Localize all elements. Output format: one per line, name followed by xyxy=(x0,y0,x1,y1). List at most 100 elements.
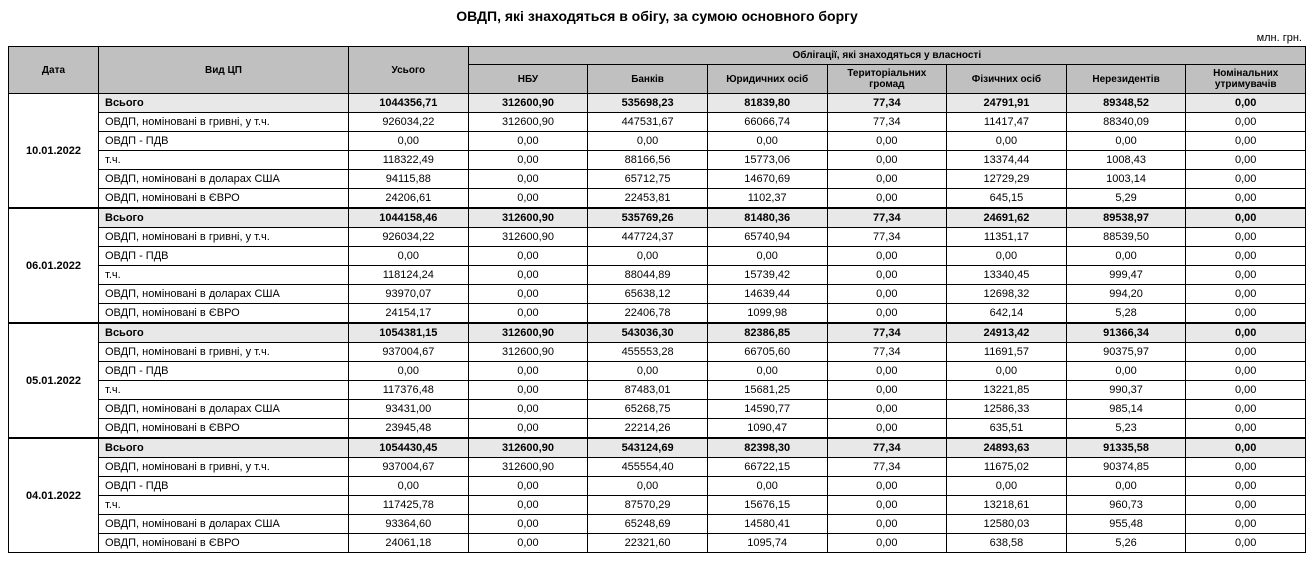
value-cell: 0,00 xyxy=(1186,113,1306,132)
value-cell: 0,00 xyxy=(827,151,947,170)
value-cell: 0,00 xyxy=(468,132,588,151)
value-cell: 0,00 xyxy=(588,362,708,381)
value-cell: 117376,48 xyxy=(349,381,469,400)
table-row: ОВДП, номіновані в доларах США93431,000,… xyxy=(9,400,1306,419)
value-cell: 0,00 xyxy=(468,381,588,400)
value-cell: 1008,43 xyxy=(1066,151,1186,170)
value-cell: 0,00 xyxy=(1186,515,1306,534)
value-cell: 0,00 xyxy=(827,515,947,534)
table-row: 04.01.2022Всього1054430,45312600,9054312… xyxy=(9,438,1306,458)
value-cell: 0,00 xyxy=(468,477,588,496)
header-col: Нерезидентів xyxy=(1066,65,1186,94)
value-cell: 312600,90 xyxy=(468,458,588,477)
value-cell: 312600,90 xyxy=(468,94,588,113)
value-cell: 90374,85 xyxy=(1066,458,1186,477)
value-cell: 81839,80 xyxy=(707,94,827,113)
header-date: Дата xyxy=(9,47,99,94)
value-cell: 994,20 xyxy=(1066,285,1186,304)
value-cell: 24691,62 xyxy=(947,208,1067,228)
table-row: ОВДП - ПДВ0,000,000,000,000,000,000,000,… xyxy=(9,362,1306,381)
value-cell: 0,00 xyxy=(707,132,827,151)
value-cell: 12729,29 xyxy=(947,170,1067,189)
value-cell: 1102,37 xyxy=(707,189,827,209)
value-cell: 1044158,46 xyxy=(349,208,469,228)
value-cell: 990,37 xyxy=(1066,381,1186,400)
value-cell: 22321,60 xyxy=(588,534,708,553)
value-cell: 65712,75 xyxy=(588,170,708,189)
page-title: ОВДП, які знаходяться в обігу, за сумою … xyxy=(8,8,1306,24)
value-cell: 77,34 xyxy=(827,343,947,362)
value-cell: 24206,61 xyxy=(349,189,469,209)
table-body: 10.01.2022Всього1044356,71312600,9053569… xyxy=(9,94,1306,553)
value-cell: 13221,85 xyxy=(947,381,1067,400)
value-cell: 0,00 xyxy=(827,400,947,419)
value-cell: 955,48 xyxy=(1066,515,1186,534)
value-cell: 645,15 xyxy=(947,189,1067,209)
type-cell: т.ч. xyxy=(99,496,349,515)
type-cell: ОВДП, номіновані в ЄВРО xyxy=(99,419,349,439)
value-cell: 65248,69 xyxy=(588,515,708,534)
header-col: НБУ xyxy=(468,65,588,94)
value-cell: 0,00 xyxy=(468,400,588,419)
value-cell: 312600,90 xyxy=(468,343,588,362)
type-cell: ОВДП, номіновані в гривні, у т.ч. xyxy=(99,343,349,362)
value-cell: 118322,49 xyxy=(349,151,469,170)
value-cell: 535769,26 xyxy=(588,208,708,228)
value-cell: 91366,34 xyxy=(1066,323,1186,343)
value-cell: 0,00 xyxy=(349,247,469,266)
value-cell: 14590,77 xyxy=(707,400,827,419)
value-cell: 66722,15 xyxy=(707,458,827,477)
value-cell: 118124,24 xyxy=(349,266,469,285)
value-cell: 0,00 xyxy=(1186,285,1306,304)
value-cell: 0,00 xyxy=(349,477,469,496)
value-cell: 15773,06 xyxy=(707,151,827,170)
type-cell: ОВДП - ПДВ xyxy=(99,247,349,266)
value-cell: 24154,17 xyxy=(349,304,469,324)
type-cell: Всього xyxy=(99,438,349,458)
value-cell: 0,00 xyxy=(827,170,947,189)
header-type: Вид ЦП xyxy=(99,47,349,94)
value-cell: 0,00 xyxy=(468,266,588,285)
value-cell: 87483,01 xyxy=(588,381,708,400)
value-cell: 0,00 xyxy=(468,496,588,515)
value-cell: 926034,22 xyxy=(349,113,469,132)
value-cell: 0,00 xyxy=(1186,458,1306,477)
value-cell: 0,00 xyxy=(827,247,947,266)
table-row: ОВДП, номіновані в гривні, у т.ч.926034,… xyxy=(9,113,1306,132)
table-row: т.ч.117425,780,0087570,2915676,150,00132… xyxy=(9,496,1306,515)
value-cell: 88539,50 xyxy=(1066,228,1186,247)
value-cell: 0,00 xyxy=(1186,419,1306,439)
value-cell: 543036,30 xyxy=(588,323,708,343)
header-col: Юридичних осіб xyxy=(707,65,827,94)
value-cell: 0,00 xyxy=(1186,496,1306,515)
type-cell: ОВДП, номіновані в ЄВРО xyxy=(99,189,349,209)
date-cell: 06.01.2022 xyxy=(9,208,99,323)
value-cell: 937004,67 xyxy=(349,343,469,362)
value-cell: 0,00 xyxy=(707,247,827,266)
value-cell: 960,73 xyxy=(1066,496,1186,515)
value-cell: 0,00 xyxy=(1186,400,1306,419)
value-cell: 0,00 xyxy=(1186,323,1306,343)
value-cell: 0,00 xyxy=(1186,247,1306,266)
value-cell: 0,00 xyxy=(468,534,588,553)
table-row: ОВДП, номіновані в гривні, у т.ч.926034,… xyxy=(9,228,1306,247)
value-cell: 0,00 xyxy=(588,477,708,496)
value-cell: 0,00 xyxy=(1066,477,1186,496)
value-cell: 81480,36 xyxy=(707,208,827,228)
header-col: Територіальних громад xyxy=(827,65,947,94)
value-cell: 88044,89 xyxy=(588,266,708,285)
value-cell: 0,00 xyxy=(827,381,947,400)
value-cell: 0,00 xyxy=(588,132,708,151)
value-cell: 0,00 xyxy=(468,304,588,324)
value-cell: 23945,48 xyxy=(349,419,469,439)
value-cell: 0,00 xyxy=(827,477,947,496)
value-cell: 1095,74 xyxy=(707,534,827,553)
table-header: Дата Вид ЦП Усього Облігації, які знаход… xyxy=(9,47,1306,94)
value-cell: 447724,37 xyxy=(588,228,708,247)
value-cell: 0,00 xyxy=(947,247,1067,266)
value-cell: 0,00 xyxy=(1186,151,1306,170)
table-row: ОВДП - ПДВ0,000,000,000,000,000,000,000,… xyxy=(9,132,1306,151)
value-cell: 0,00 xyxy=(707,477,827,496)
type-cell: ОВДП - ПДВ xyxy=(99,132,349,151)
value-cell: 0,00 xyxy=(1186,381,1306,400)
